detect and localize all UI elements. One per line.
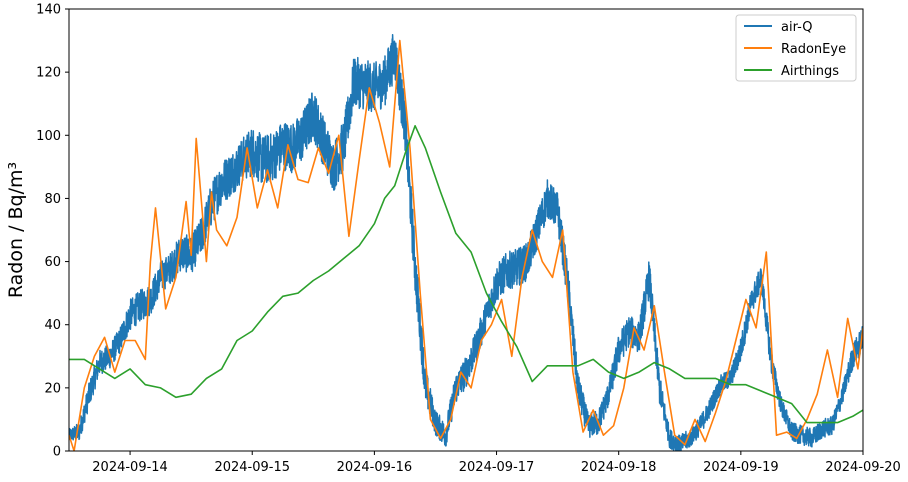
y-tick-label: 100 <box>36 129 61 144</box>
plot-frame <box>68 8 864 452</box>
legend-label-radoneye: RadonEye <box>781 42 846 57</box>
legend: air-Q RadonEye Airthings <box>735 14 857 82</box>
y-axis-title: Radon / Bq/m³ <box>5 162 27 298</box>
y-tick-label: 0 <box>53 445 61 460</box>
series-line-airthings <box>69 125 863 424</box>
x-tick-label: 2024-09-15 <box>214 460 290 475</box>
x-tick-label: 2024-09-20 <box>825 460 901 475</box>
y-tick-label: 60 <box>44 255 61 270</box>
y-tick-label: 40 <box>44 318 61 333</box>
legend-label-air-q: air-Q <box>781 20 813 35</box>
x-tick-label: 2024-09-18 <box>581 460 657 475</box>
x-tick-label: 2024-09-19 <box>703 460 779 475</box>
y-tick-label: 140 <box>36 3 61 18</box>
legend-box <box>735 14 857 82</box>
y-tick-label: 20 <box>44 381 61 396</box>
x-tick-label: 2024-09-17 <box>459 460 535 475</box>
y-tick-label: 120 <box>36 66 61 81</box>
y-axis: 0 20 40 60 80 100 120 140 <box>36 3 69 460</box>
x-tick-label: 2024-09-16 <box>337 460 413 475</box>
x-tick-label: 2024-09-14 <box>92 460 168 475</box>
legend-label-airthings: Airthings <box>781 64 839 79</box>
y-tick-label: 80 <box>44 192 61 207</box>
series-line-radoneye <box>69 39 863 451</box>
series-layer <box>69 34 863 451</box>
x-axis: 2024-09-14 2024-09-15 2024-09-16 2024-09-17… <box>92 451 901 475</box>
series-line-air-q <box>69 34 863 451</box>
